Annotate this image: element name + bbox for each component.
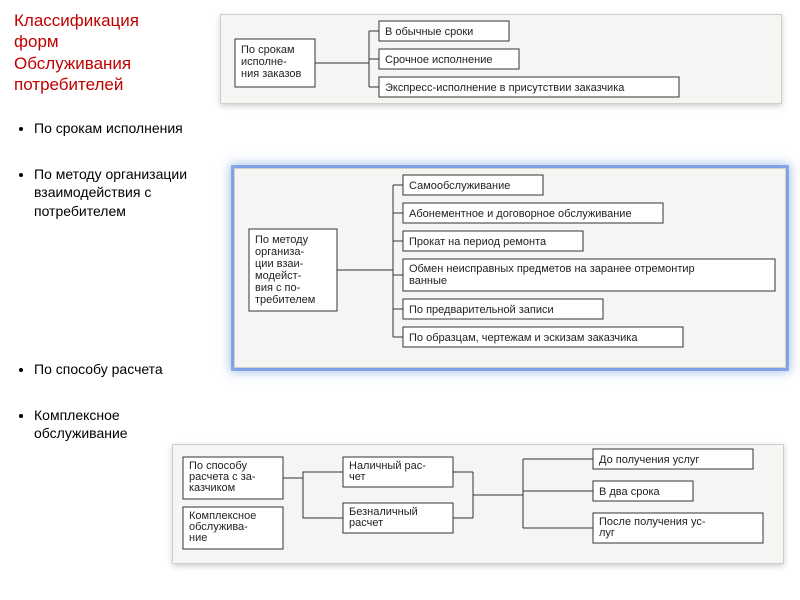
svg-text:По срокам: По срокам	[241, 44, 295, 56]
svg-text:требителем: требителем	[255, 294, 315, 306]
svg-text:По предварительной записи: По предварительной записи	[409, 304, 554, 316]
svg-text:ванные: ванные	[409, 275, 447, 287]
svg-text:луг: луг	[599, 527, 615, 539]
title-line: Обслуживания	[14, 54, 131, 73]
diagram-method: По методуорганиза-ции взаи-модейст-вия с…	[234, 168, 786, 368]
svg-text:ния заказов: ния заказов	[241, 68, 301, 80]
bullet-item: По методу организации взаимодействия с п…	[34, 165, 204, 220]
diagram-timing: По срокамисполне-ния заказов В обычные ср…	[220, 14, 782, 104]
svg-text:Срочное исполнение: Срочное исполнение	[385, 54, 492, 66]
bullet-item: По способу расчета	[34, 360, 204, 378]
svg-text:По образцам, чертежам и эскиза: По образцам, чертежам и эскизам заказчик…	[409, 332, 638, 344]
svg-text:До получения услуг: До получения услуг	[599, 454, 699, 466]
bullet-item: Комплексное обслуживание	[34, 406, 204, 442]
svg-text:По методу: По методу	[255, 234, 309, 246]
svg-text:Самообслуживание: Самообслуживание	[409, 180, 510, 192]
svg-text:модейст-: модейст-	[255, 270, 302, 282]
title-line: Классификация	[14, 11, 139, 30]
svg-text:чет: чет	[349, 471, 366, 483]
svg-text:Абонементное и договорное обсл: Абонементное и договорное обслуживание	[409, 208, 632, 220]
svg-text:ние: ние	[189, 532, 207, 544]
svg-text:Экспресс-исполнение в присутст: Экспресс-исполнение в присутствии заказч…	[385, 82, 625, 94]
svg-text:исполне-: исполне-	[241, 56, 287, 68]
svg-text:Прокат на период ремонта: Прокат на период ремонта	[409, 236, 547, 248]
svg-text:После получения ус-: После получения ус-	[599, 516, 706, 528]
svg-text:Обмен неисправных предметов на: Обмен неисправных предметов на заранее о…	[409, 263, 695, 275]
svg-text:В обычные сроки: В обычные сроки	[385, 26, 473, 38]
svg-text:вия с по-: вия с по-	[255, 282, 301, 294]
svg-text:организа-: организа-	[255, 246, 305, 258]
title-line: форм	[14, 32, 59, 51]
bullet-list-1: По срокам исполнения По методу организац…	[14, 119, 204, 220]
svg-text:В два срока: В два срока	[599, 486, 660, 498]
bullet-item: По срокам исполнения	[34, 119, 204, 137]
svg-text:расчет: расчет	[349, 517, 383, 529]
title-line: потребителей	[14, 75, 123, 94]
svg-text:ции взаи-: ции взаи-	[255, 258, 304, 270]
svg-text:казчиком: казчиком	[189, 482, 235, 494]
page-title: Классификация форм Обслуживания потребит…	[14, 10, 204, 95]
diagram-payment: По способурасчета с за-казчикомКомплексн…	[172, 444, 784, 564]
bullet-list-2: По способу расчета Комплексное обслужива…	[14, 360, 204, 443]
